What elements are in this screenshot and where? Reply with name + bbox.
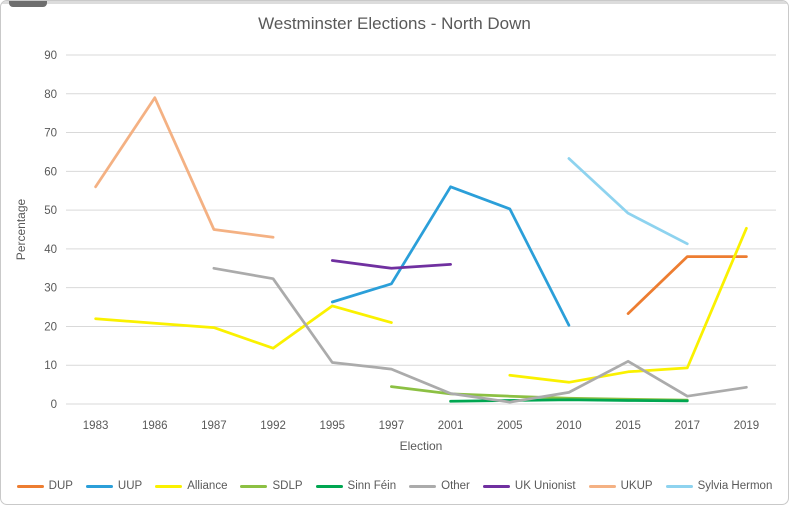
series-line-alliance: [508, 226, 748, 384]
series-line-sinn-féin: [449, 398, 689, 403]
legend-swatch: [16, 484, 44, 488]
legend-swatch: [315, 484, 343, 488]
series-line-dup: [626, 255, 748, 315]
legend-label: Sinn Féin: [347, 480, 397, 492]
legend-label: UUP: [117, 480, 143, 492]
legend-swatch: [588, 484, 616, 488]
y-tick-label: 40: [44, 244, 57, 256]
legend-item-other: Other: [409, 480, 470, 492]
x-axis-title: Election: [400, 439, 443, 453]
legend-swatch: [665, 484, 693, 488]
y-tick-label: 60: [44, 166, 57, 178]
series-line-other: [212, 266, 748, 404]
legend-swatch: [482, 484, 510, 488]
y-tick-label: 70: [44, 128, 57, 140]
series-line-uk-unionist: [330, 259, 452, 270]
legend-label: DUP: [48, 480, 73, 492]
legend-item-alliance: Alliance: [155, 480, 227, 492]
legend-item-sdlp: SDLP: [240, 480, 303, 492]
y-tick-label: 80: [44, 89, 57, 101]
y-tick-label: 0: [51, 399, 57, 411]
y-tick-label: 50: [44, 205, 57, 217]
legend-label: UKUP: [620, 480, 653, 492]
legend-label: SDLP: [272, 480, 303, 492]
legend-item-uk-unionist: UK Unionist: [482, 480, 576, 492]
y-tick-label: 30: [44, 283, 57, 295]
legend-label: Alliance: [187, 480, 228, 492]
legend-item-ukup: UKUP: [588, 480, 653, 492]
legend-item-sinn-féin: Sinn Féin: [315, 480, 397, 492]
line-chart-plot: 0 10 20 30 40 50 60 70 80 90 1983 1986 1987 1992 1995 1…: [14, 50, 776, 453]
x-tick-label: 1986: [142, 420, 168, 432]
legend-swatch: [85, 484, 113, 488]
legend-item-uup: UUP: [85, 480, 143, 492]
chart-legend: DUP UUP Alliance SDLP Sinn Féin Other UK Union…: [1, 480, 788, 492]
series-line-ukup: [94, 96, 275, 239]
legend-item-sylvia-hermon: Sylvia Hermon: [665, 480, 773, 492]
legend-label: Sylvia Hermon: [697, 480, 773, 492]
x-tick-label: 1995: [319, 420, 345, 432]
x-tick-label: 1983: [83, 420, 109, 432]
legend-label: Other: [441, 480, 470, 492]
x-tick-label: 2010: [556, 420, 582, 432]
legend-label: UK Unionist: [514, 480, 576, 492]
x-tick-label: 1992: [260, 420, 286, 432]
series-line-sylvia-hermon: [567, 157, 689, 246]
y-tick-label: 10: [44, 360, 57, 372]
legend-swatch: [409, 484, 437, 488]
legend-swatch: [155, 484, 183, 488]
y-tick-label: 20: [44, 321, 57, 333]
x-tick-label: 2015: [615, 420, 641, 432]
x-tick-label: 2017: [674, 420, 700, 432]
x-tick-label: 2001: [438, 420, 464, 432]
legend-item-dup: DUP: [16, 480, 73, 492]
x-tick-label: 1987: [201, 420, 227, 432]
window-corner-fragment: [9, 1, 47, 7]
y-axis-title: Percentage: [14, 198, 28, 260]
y-tick-label: 90: [44, 50, 57, 62]
x-tick-label: 1997: [379, 420, 405, 432]
x-tick-label: 2019: [734, 420, 760, 432]
series-line-uup: [330, 185, 571, 327]
chart-title: Westminster Elections - North Down: [258, 14, 531, 33]
series-line-alliance: [94, 304, 393, 350]
legend-swatch: [240, 484, 268, 488]
window-top-edge: [1, 1, 788, 4]
x-tick-label: 2005: [497, 420, 523, 432]
